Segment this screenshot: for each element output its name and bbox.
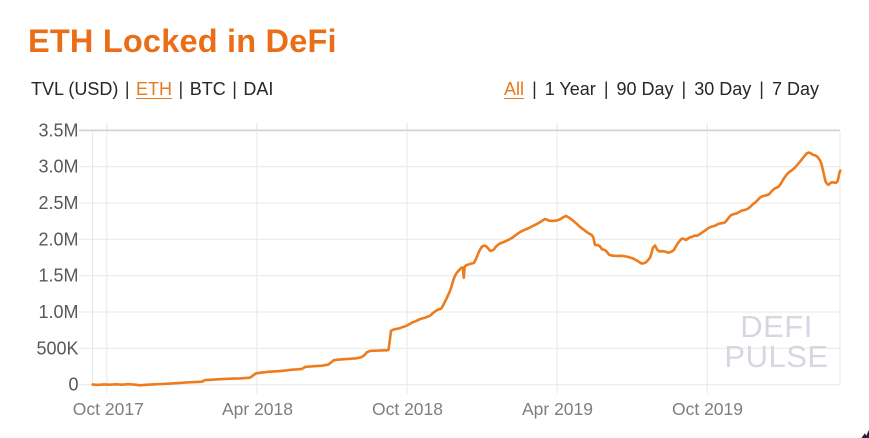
- svg-text:Apr 2018: Apr 2018: [222, 399, 293, 419]
- svg-text:3.0M: 3.0M: [38, 157, 78, 177]
- svg-text:2.0M: 2.0M: [38, 229, 78, 249]
- svg-text:3.5M: 3.5M: [38, 120, 78, 140]
- svg-text:500K: 500K: [36, 338, 78, 358]
- svg-text:Oct 2017: Oct 2017: [73, 399, 144, 419]
- svg-text:2.5M: 2.5M: [38, 193, 78, 213]
- svg-text:Oct 2019: Oct 2019: [672, 399, 743, 419]
- svg-text:PULSE: PULSE: [724, 339, 828, 374]
- svg-text:0: 0: [68, 375, 78, 395]
- svg-text:1.5M: 1.5M: [38, 266, 78, 286]
- svg-text:1.0M: 1.0M: [38, 302, 78, 322]
- svg-text:Oct 2018: Oct 2018: [372, 399, 443, 419]
- svg-text:Apr 2019: Apr 2019: [522, 399, 593, 419]
- svg-text:DEFI: DEFI: [740, 309, 813, 344]
